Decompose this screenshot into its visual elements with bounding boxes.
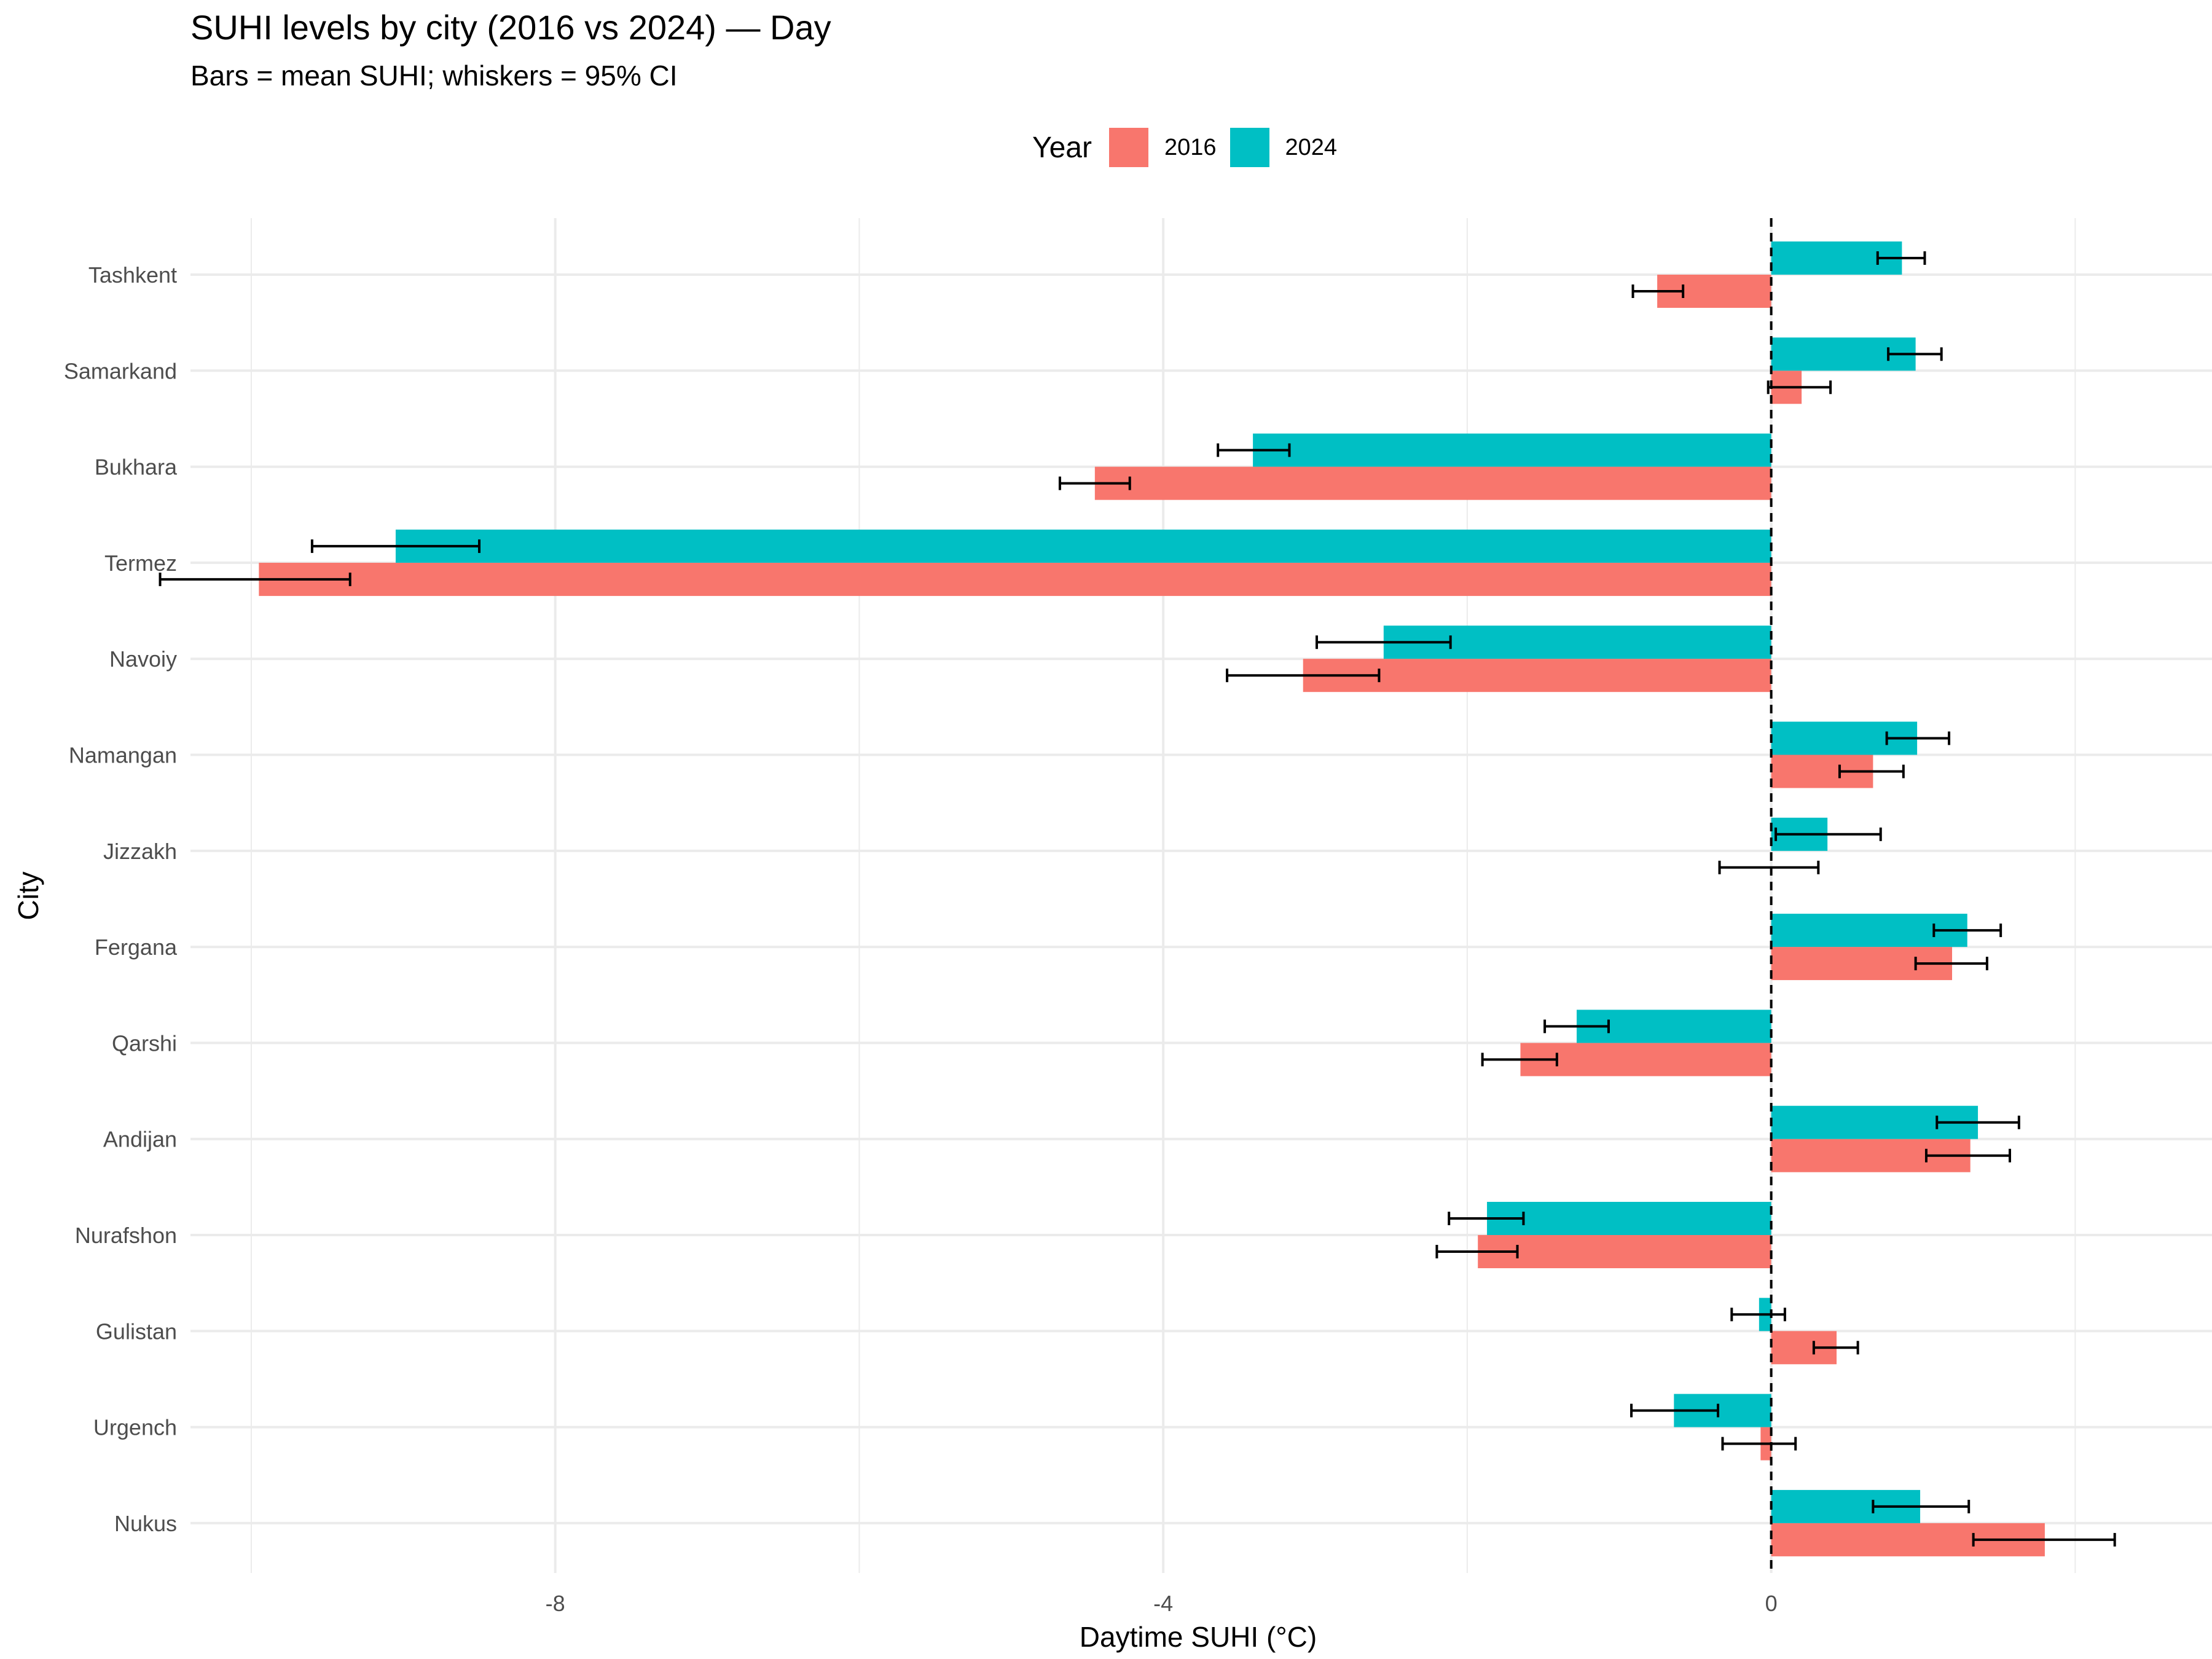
bar-2024-nurafshon xyxy=(1487,1202,1771,1235)
x-tick-label: -4 xyxy=(1153,1591,1173,1616)
bar-2016-navoiy xyxy=(1303,659,1771,692)
bar-2016-termez xyxy=(259,562,1771,596)
y-tick-label: Tashkent xyxy=(88,262,177,288)
y-tick-label: Bukhara xyxy=(95,455,178,480)
error-bar-2024-bukhara xyxy=(1217,443,1291,457)
y-tick-label: Jizzakh xyxy=(103,839,177,864)
error-bar-2024-nukus xyxy=(1872,1499,1971,1513)
error-bar-2024-termez xyxy=(310,539,480,553)
bar-2024-termez xyxy=(395,529,1771,563)
legend-item-2016: 2016 xyxy=(1108,128,1217,167)
y-tick-labels: Tashkent Samarkand Bukhara Termez Navoiy Nama… xyxy=(64,262,178,1536)
error-bar-2024-navoiy xyxy=(1316,635,1452,649)
y-tick-label: Qarshi xyxy=(112,1030,177,1056)
error-bar-2016-fergana xyxy=(1914,957,1988,971)
error-bar-2024-andijan xyxy=(1936,1115,2020,1129)
x-tick-label: 0 xyxy=(1765,1591,1778,1616)
error-bar-2016-navoiy xyxy=(1226,669,1381,683)
error-bar-2016-nurafshon xyxy=(1435,1245,1519,1258)
error-bar-2024-namangan xyxy=(1885,731,1951,745)
error-bar-2016-bukhara xyxy=(1058,476,1131,490)
error-bar-2016-samarkand xyxy=(1767,380,1832,394)
legend-swatch-2024 xyxy=(1230,128,1269,167)
y-tick-label: Nukus xyxy=(114,1511,177,1536)
legend-title: Year xyxy=(1032,131,1092,164)
y-axis-title: City xyxy=(12,871,44,920)
error-bar-2016-namangan xyxy=(1838,764,1905,779)
y-tick-label: Namangan xyxy=(69,743,177,768)
error-bar-2016-andijan xyxy=(1924,1148,2011,1163)
bar-2016-qarshi xyxy=(1520,1043,1771,1077)
error-bar-2024-qarshi xyxy=(1543,1019,1610,1033)
error-bar-2024-gulistan xyxy=(1730,1308,1786,1322)
y-tick-label: Nurafshon xyxy=(75,1223,177,1248)
y-tick-label: Andijan xyxy=(103,1127,177,1152)
chart-subtitle: Bars = mean SUHI; whiskers = 95% CI xyxy=(190,60,678,92)
error-bar-2016-jizzakh xyxy=(1718,860,1820,874)
bars xyxy=(259,241,2045,1556)
error-bar-2016-tashkent xyxy=(1631,284,1685,298)
error-bar-2024-nurafshon xyxy=(1448,1212,1525,1225)
grid-lines xyxy=(190,218,2212,1573)
error-bar-2024-jizzakh xyxy=(1775,827,1882,841)
error-bar-2016-qarshi xyxy=(1481,1053,1558,1067)
chart-title: SUHI levels by city (2016 vs 2024) — Day xyxy=(190,8,831,47)
error-bar-2016-nukus xyxy=(1972,1532,2116,1547)
y-tick-label: Urgench xyxy=(93,1415,177,1440)
y-tick-label: Navoiy xyxy=(109,646,177,672)
y-tick-label: Fergana xyxy=(95,935,178,960)
bar-2016-bukhara xyxy=(1094,466,1771,500)
y-tick-label: Samarkand xyxy=(64,358,177,383)
y-tick-label: Termez xyxy=(104,551,177,576)
error-bar-2024-fergana xyxy=(1932,924,2002,938)
x-tick-labels: -8 -4 0 xyxy=(546,1591,1778,1616)
error-bar-2024-urgench xyxy=(1630,1403,1720,1418)
x-axis-title: Daytime SUHI (°C) xyxy=(1080,1621,1317,1653)
legend-swatch-2016 xyxy=(1108,128,1148,167)
y-tick-label: Gulistan xyxy=(96,1319,177,1344)
error-bar-2016-urgench xyxy=(1721,1437,1797,1451)
bar-2024-bukhara xyxy=(1253,433,1771,467)
error-bar-2024-samarkand xyxy=(1887,347,1943,361)
legend-item-2024: 2024 xyxy=(1230,128,1338,167)
error-bar-2016-termez xyxy=(159,572,351,586)
error-bars xyxy=(159,251,2116,1547)
legend: Year 2016 2024 xyxy=(1032,123,1351,172)
legend-label-2016: 2016 xyxy=(1164,134,1217,160)
bar-2016-nurafshon xyxy=(1478,1235,1771,1268)
x-tick-label: -8 xyxy=(546,1591,565,1616)
error-bar-2016-gulistan xyxy=(1812,1341,1859,1355)
legend-label-2024: 2024 xyxy=(1285,134,1338,160)
error-bar-2024-tashkent xyxy=(1876,251,1926,265)
